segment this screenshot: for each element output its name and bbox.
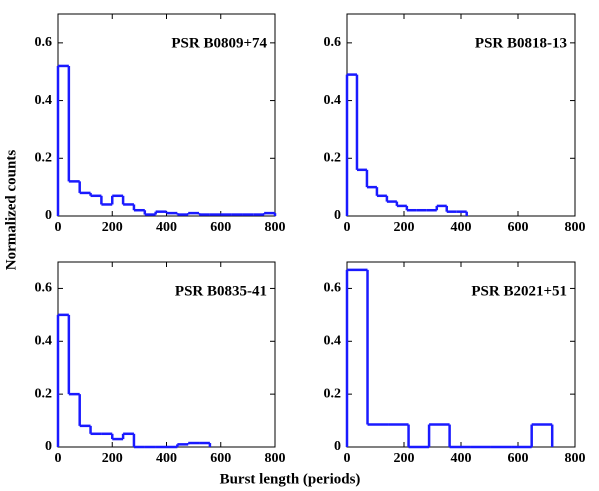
y-tick-label: 0.4 bbox=[35, 334, 53, 349]
y-tick-label: 0 bbox=[45, 208, 52, 223]
panel-title: PSR B2021+51 bbox=[471, 283, 567, 299]
x-tick-label: 800 bbox=[265, 220, 286, 235]
panel-title: PSR B0809+74 bbox=[171, 35, 267, 51]
x-tick-label: 600 bbox=[508, 451, 529, 466]
y-tick-label: 0.6 bbox=[324, 281, 342, 296]
y-tick-label: 0.6 bbox=[35, 281, 53, 296]
panel-title: PSR B0835-41 bbox=[175, 283, 267, 299]
x-tick-label: 0 bbox=[55, 220, 62, 235]
y-tick-label: 0.6 bbox=[324, 35, 342, 50]
y-tick-label: 0.4 bbox=[324, 93, 342, 108]
x-tick-label: 0 bbox=[55, 451, 62, 466]
y-tick-label: 0 bbox=[334, 439, 341, 454]
y-tick-label: 0.2 bbox=[35, 386, 53, 401]
y-tick-label: 0.2 bbox=[324, 151, 342, 166]
x-tick-label: 600 bbox=[210, 451, 231, 466]
x-tick-label: 0 bbox=[344, 220, 351, 235]
x-tick-label: 200 bbox=[394, 451, 415, 466]
x-tick-label: 800 bbox=[565, 451, 586, 466]
y-tick-label: 0.4 bbox=[35, 93, 53, 108]
panel-title: PSR B0818-13 bbox=[475, 35, 567, 51]
x-axis-label: Burst length (periods) bbox=[220, 471, 361, 487]
x-tick-label: 600 bbox=[508, 220, 529, 235]
x-tick-label: 800 bbox=[565, 220, 586, 235]
x-tick-label: 600 bbox=[210, 220, 231, 235]
y-tick-label: 0 bbox=[334, 208, 341, 223]
y-tick-label: 0.2 bbox=[35, 151, 53, 166]
x-tick-label: 400 bbox=[156, 220, 177, 235]
x-tick-label: 200 bbox=[102, 451, 123, 466]
x-tick-label: 400 bbox=[156, 451, 177, 466]
x-tick-label: 800 bbox=[265, 451, 286, 466]
x-tick-label: 0 bbox=[344, 451, 351, 466]
x-tick-label: 400 bbox=[451, 220, 472, 235]
x-tick-label: 200 bbox=[102, 220, 123, 235]
x-tick-label: 400 bbox=[451, 451, 472, 466]
x-tick-label: 200 bbox=[394, 220, 415, 235]
y-tick-label: 0.6 bbox=[35, 35, 53, 50]
y-tick-label: 0 bbox=[45, 439, 52, 454]
y-axis-label: Normalized counts bbox=[3, 150, 19, 271]
y-tick-label: 0.4 bbox=[324, 334, 342, 349]
y-tick-label: 0.2 bbox=[324, 386, 342, 401]
